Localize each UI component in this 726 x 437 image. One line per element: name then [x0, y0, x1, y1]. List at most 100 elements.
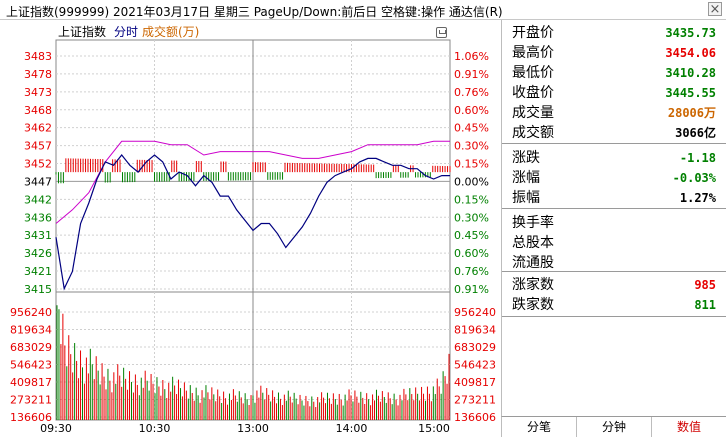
pct-tick-label: 0.91%	[454, 68, 489, 81]
volume-tick-label: 819634	[10, 324, 52, 337]
quote-label: 开盘价	[512, 25, 554, 41]
time-label: 13:00	[237, 422, 269, 435]
pct-tick-label: 0.15%	[454, 158, 489, 171]
legend-name: 上证指数	[58, 24, 106, 39]
quote-row: 收盘价 3445.55	[512, 84, 716, 103]
quote-row: 涨跌 -1.18	[512, 149, 716, 168]
time-label: 14:00	[336, 422, 368, 435]
volume-tick-label: 136606	[10, 411, 52, 424]
quote-label: 换手率	[512, 215, 554, 231]
quote-value: 28006万	[667, 106, 716, 120]
pct-tick-label: 0.60%	[454, 247, 489, 260]
price-tick-label: 3452	[24, 158, 52, 171]
pct-tick-label: 0.45%	[454, 122, 489, 135]
price-tick-label: 3478	[24, 68, 52, 81]
volume-tick-label-right: 136606	[454, 411, 496, 424]
volume-tick-label-right: 819634	[454, 324, 496, 337]
volume-tick-label: 273211	[10, 394, 52, 407]
quote-row: 成交额 3066亿	[512, 124, 716, 143]
panel-separator	[502, 316, 726, 317]
quote-label: 最高价	[512, 45, 554, 61]
quote-row: 总股本	[512, 234, 716, 253]
quote-row: 换手率	[512, 214, 716, 233]
quote-value: 3410.28	[665, 66, 716, 80]
volume-tick-label-right: 273211	[454, 394, 496, 407]
quote-label: 流通股	[512, 255, 554, 271]
price-tick-label: 3462	[24, 122, 52, 135]
panel-separator	[502, 208, 726, 209]
price-tick-label: 3415	[24, 283, 52, 296]
legend-volume: 成交额(万)	[142, 24, 199, 39]
pct-tick-label: 0.30%	[454, 140, 489, 153]
quote-label: 收盘价	[512, 85, 554, 101]
quote-value: -0.03%	[672, 171, 716, 185]
quote-label: 振幅	[512, 190, 540, 206]
time-label: 15:00	[418, 422, 450, 435]
quote-label: 涨家数	[512, 277, 554, 293]
quote-label: 涨幅	[512, 170, 540, 186]
quote-value: 1.27%	[679, 191, 716, 205]
tab-values[interactable]: 数值	[652, 417, 726, 437]
time-label: 10:30	[139, 422, 171, 435]
volume-tick-label-right: 546423	[454, 359, 496, 372]
average-price-line	[55, 140, 450, 224]
quote-value: -1.18	[679, 151, 716, 165]
price-tick-label: 3436	[24, 211, 52, 224]
pct-tick-label: 0.76%	[454, 265, 489, 278]
pct-tick-label: 0.15%	[454, 193, 489, 206]
panel-separator	[502, 143, 726, 144]
quote-row: 最低价 3410.28	[512, 64, 716, 83]
panel-tabs: 分笔 分钟 数值	[501, 416, 726, 437]
price-tick-label: 3468	[24, 104, 52, 117]
pct-tick-label: 0.60%	[454, 104, 489, 117]
chart-options-icon[interactable]	[436, 27, 447, 38]
price-tick-label: 3483	[24, 50, 52, 63]
price-tick-label: 3442	[24, 193, 52, 206]
quote-row: 涨幅 -0.03%	[512, 169, 716, 188]
quote-label: 跌家数	[512, 297, 554, 313]
price-tick-label: 3473	[24, 86, 52, 99]
quote-label: 成交额	[512, 125, 554, 141]
quote-label: 总股本	[512, 235, 554, 251]
price-tick-label: 3426	[24, 247, 52, 260]
volume-tick-label-right: 683029	[454, 341, 496, 354]
price-tick-label: 3421	[24, 265, 52, 278]
quote-panel: 开盘价 3435.73 最高价 3454.06 最低价 3410.28 收盘价 3445.55…	[501, 20, 726, 416]
tab-minutes[interactable]: 分钟	[577, 417, 652, 437]
quote-row: 最高价 3454.06	[512, 44, 716, 63]
volume-tick-label: 956240	[10, 306, 52, 319]
quote-row: 成交量 28006万	[512, 104, 716, 123]
time-label: 09:30	[40, 422, 72, 435]
volume-tick-label-right: 409817	[454, 376, 496, 389]
quote-value: 3066亿	[675, 126, 716, 140]
volume-tick-label: 546423	[10, 359, 52, 372]
tab-ticks[interactable]: 分笔	[502, 417, 577, 437]
intraday-chart[interactable]: 3483 1.06% 3478 0.91% 3473 0.76% 3468 0.60% 3462…	[0, 20, 501, 437]
close-icon[interactable]: ×	[708, 2, 722, 17]
volume-tick-label: 409817	[10, 376, 52, 389]
pct-tick-label: 0.30%	[454, 211, 489, 224]
quote-value: 3454.06	[665, 46, 716, 60]
quote-value: 3435.73	[665, 26, 716, 40]
quote-label: 最低价	[512, 65, 554, 81]
price-tick-label: 3447	[24, 175, 52, 188]
volume-tick-label: 683029	[10, 341, 52, 354]
quote-row: 振幅 1.27%	[512, 189, 716, 208]
quote-row: 跌家数 811	[512, 296, 716, 315]
quote-value: 985	[694, 278, 716, 292]
quote-row: 开盘价 3435.73	[512, 24, 716, 43]
quote-row: 流通股	[512, 254, 716, 273]
quote-value: 3445.55	[665, 86, 716, 100]
panel-separator	[502, 271, 726, 272]
quote-value: 811	[694, 298, 716, 312]
pct-tick-label: 1.06%	[454, 50, 489, 63]
price-line	[55, 154, 450, 291]
pct-tick-label: 0.76%	[454, 86, 489, 99]
window-titlebar: 上证指数(999999) 2021年03月17日 星期三 PageUp/Down…	[0, 0, 726, 20]
quote-label: 涨跌	[512, 150, 540, 166]
legend-mode: 分时	[114, 25, 138, 39]
window-title: 上证指数(999999) 2021年03月17日 星期三 PageUp/Down…	[6, 5, 503, 19]
quote-label: 成交量	[512, 105, 554, 121]
pct-tick-label: 0.00%	[454, 175, 489, 188]
quote-row: 涨家数 985	[512, 276, 716, 295]
